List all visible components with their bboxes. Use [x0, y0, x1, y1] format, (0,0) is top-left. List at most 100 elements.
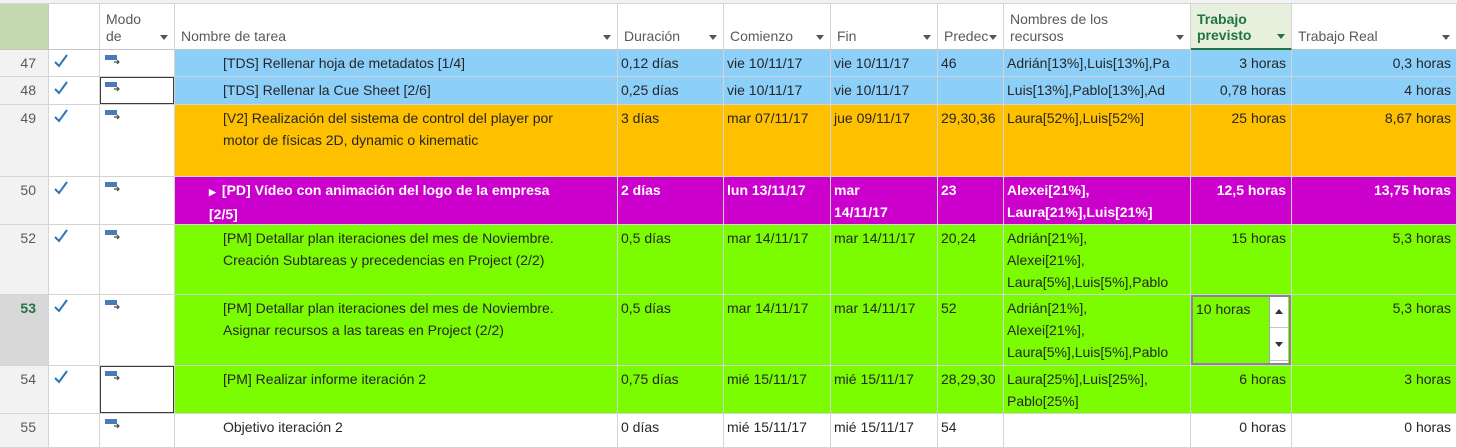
column-header-duration[interactable]: Duración	[618, 4, 724, 50]
table-row[interactable]: 52 [PM] Detallar plan iteraciones del mes…	[0, 225, 1457, 295]
finish-date-cell[interactable]: mar 14/11/17	[831, 225, 938, 295]
task-name-cell[interactable]: ▶ [PD] Vídeo con animación del logo de la…	[175, 177, 618, 225]
chevron-down-icon[interactable]	[989, 35, 997, 40]
resource-names-cell[interactable]: Laura[25%],Luis[25%], Pablo[25%]	[1004, 366, 1191, 414]
task-mode-cell[interactable]	[100, 105, 175, 177]
duration-cell[interactable]: 0,75 días	[618, 366, 724, 414]
task-mode-cell[interactable]	[100, 295, 175, 366]
work-cell[interactable]: 0 horas	[1191, 414, 1292, 448]
indicator-cell[interactable]	[49, 177, 100, 225]
spinner-up-icon[interactable]	[1270, 297, 1288, 328]
resource-names-cell[interactable]: Alexei[21%], Laura[21%],Luis[21%]	[1004, 177, 1191, 225]
expand-triangle-icon[interactable]: ▶	[209, 187, 216, 197]
work-cell[interactable]: 15 horas	[1191, 225, 1292, 295]
task-name-cell[interactable]: [PM] Detallar plan iteraciones del mes d…	[175, 225, 618, 295]
start-date-cell[interactable]: lun 13/11/17	[724, 177, 831, 225]
table-row[interactable]: 54 [PM] Realizar informe iteración 2 0,75 …	[0, 366, 1457, 414]
column-header-predecessors[interactable]: Predec	[938, 4, 1004, 50]
task-name-cell[interactable]: Objetivo iteración 2	[175, 414, 618, 448]
indicator-cell[interactable]	[49, 77, 100, 105]
work-spinner[interactable]	[1269, 297, 1288, 363]
finish-date-cell[interactable]: mié 15/11/17	[831, 414, 938, 448]
task-name-cell[interactable]: [PM] Detallar plan iteraciones del mes d…	[175, 295, 618, 366]
row-id[interactable]: 54	[0, 366, 49, 414]
task-mode-cell[interactable]	[100, 414, 175, 448]
actual-work-cell[interactable]: 8,67 horas	[1292, 105, 1457, 177]
predecessors-cell[interactable]: 20,24	[938, 225, 1004, 295]
chevron-down-icon[interactable]	[1277, 34, 1285, 39]
actual-work-cell[interactable]: 0 horas	[1292, 414, 1457, 448]
table-row[interactable]: 53 [PM] Detallar plan iteraciones del mes…	[0, 295, 1457, 366]
select-all-corner[interactable]	[0, 4, 49, 50]
indicator-cell[interactable]	[49, 295, 100, 366]
column-header-resource-names[interactable]: Nombres de los recursos	[1004, 4, 1191, 50]
duration-cell[interactable]: 0,25 días	[618, 77, 724, 105]
indicator-cell[interactable]	[49, 105, 100, 177]
predecessors-cell[interactable]: 23	[938, 177, 1004, 225]
indicator-cell[interactable]	[49, 366, 100, 414]
work-cell[interactable]: 10 horas	[1191, 295, 1292, 366]
finish-date-cell[interactable]: jue 09/11/17	[831, 105, 938, 177]
task-mode-cell[interactable]	[100, 50, 175, 77]
task-name-cell[interactable]: [TDS] Rellenar hoja de metadatos [1/4]	[175, 50, 618, 77]
task-mode-cell[interactable]	[100, 177, 175, 225]
start-date-cell[interactable]: mar 14/11/17	[724, 225, 831, 295]
predecessors-cell[interactable]: 46	[938, 50, 1004, 77]
actual-work-cell[interactable]: 0,3 horas	[1292, 50, 1457, 77]
table-row[interactable]: 48 [TDS] Rellenar la Cue Sheet [2/6] 0,25 …	[0, 77, 1457, 105]
duration-cell[interactable]: 0 días	[618, 414, 724, 448]
column-header-indicators[interactable]: i	[49, 4, 131, 50]
task-name-cell[interactable]: [V2] Realización del sistema de control …	[175, 105, 618, 177]
column-header-finish[interactable]: Fin	[831, 4, 938, 50]
row-id[interactable]: 48	[0, 77, 49, 105]
start-date-cell[interactable]: mar 14/11/17	[724, 295, 831, 366]
indicator-cell[interactable]	[49, 414, 100, 448]
chevron-down-icon[interactable]	[923, 35, 931, 40]
resource-names-cell[interactable]	[1004, 414, 1191, 448]
table-row[interactable]: 50 ▶ [PD] Vídeo con animación del logo de …	[0, 177, 1457, 225]
column-header-task-name[interactable]: Nombre de tarea	[175, 4, 618, 50]
work-cell[interactable]: 25 horas	[1191, 105, 1292, 177]
start-date-cell[interactable]: mié 15/11/17	[724, 414, 831, 448]
actual-work-cell[interactable]: 5,3 horas	[1292, 225, 1457, 295]
finish-date-cell[interactable]: vie 10/11/17	[831, 77, 938, 105]
work-cell[interactable]: 12,5 horas	[1191, 177, 1292, 225]
chevron-down-icon[interactable]	[603, 35, 611, 40]
resource-names-cell[interactable]: Adrián[21%], Alexei[21%], Laura[5%],Luis[5…	[1004, 295, 1191, 366]
task-mode-cell[interactable]	[100, 366, 175, 414]
resource-names-cell[interactable]: Adrián[21%], Alexei[21%], Laura[5%],Luis[5…	[1004, 225, 1191, 295]
predecessors-cell[interactable]: 52	[938, 295, 1004, 366]
chevron-down-icon[interactable]	[816, 35, 824, 40]
column-header-work[interactable]: Trabajo previsto	[1191, 4, 1292, 50]
start-date-cell[interactable]: vie 10/11/17	[724, 77, 831, 105]
chevron-down-icon[interactable]	[1176, 35, 1184, 40]
resource-names-cell[interactable]: Luis[13%],Pablo[13%],Ad	[1004, 77, 1191, 105]
chevron-down-icon[interactable]	[160, 35, 168, 40]
finish-date-cell[interactable]: mar 14/11/17	[831, 295, 938, 366]
duration-cell[interactable]: 3 días	[618, 105, 724, 177]
table-row[interactable]: 47 [TDS] Rellenar hoja de metadatos [1/4]…	[0, 50, 1457, 77]
work-cell[interactable]: 6 horas	[1191, 366, 1292, 414]
resource-names-cell[interactable]: Laura[52%],Luis[52%]	[1004, 105, 1191, 177]
row-id[interactable]: 52	[0, 225, 49, 295]
spinner-down-icon[interactable]	[1270, 330, 1288, 361]
duration-cell[interactable]: 0,5 días	[618, 225, 724, 295]
row-id[interactable]: 49	[0, 105, 49, 177]
predecessors-cell[interactable]	[938, 77, 1004, 105]
indicator-cell[interactable]	[49, 225, 100, 295]
task-mode-cell[interactable]	[100, 225, 175, 295]
work-cell[interactable]: 0,78 horas	[1191, 77, 1292, 105]
predecessors-cell[interactable]: 29,30,36	[938, 105, 1004, 177]
row-id[interactable]: 50	[0, 177, 49, 225]
table-row[interactable]: 49 [V2] Realización del sistema de contro…	[0, 105, 1457, 177]
chevron-down-icon[interactable]	[709, 35, 717, 40]
indicator-cell[interactable]	[49, 50, 100, 77]
resource-names-cell[interactable]: Adrián[13%],Luis[13%],Pa	[1004, 50, 1191, 77]
work-edit-field[interactable]: 10 horas	[1191, 295, 1291, 365]
finish-date-cell[interactable]: mié 15/11/17	[831, 366, 938, 414]
duration-cell[interactable]: 0,5 días	[618, 295, 724, 366]
work-cell[interactable]: 3 horas	[1191, 50, 1292, 77]
actual-work-cell[interactable]: 4 horas	[1292, 77, 1457, 105]
task-name-cell[interactable]: [TDS] Rellenar la Cue Sheet [2/6]	[175, 77, 618, 105]
